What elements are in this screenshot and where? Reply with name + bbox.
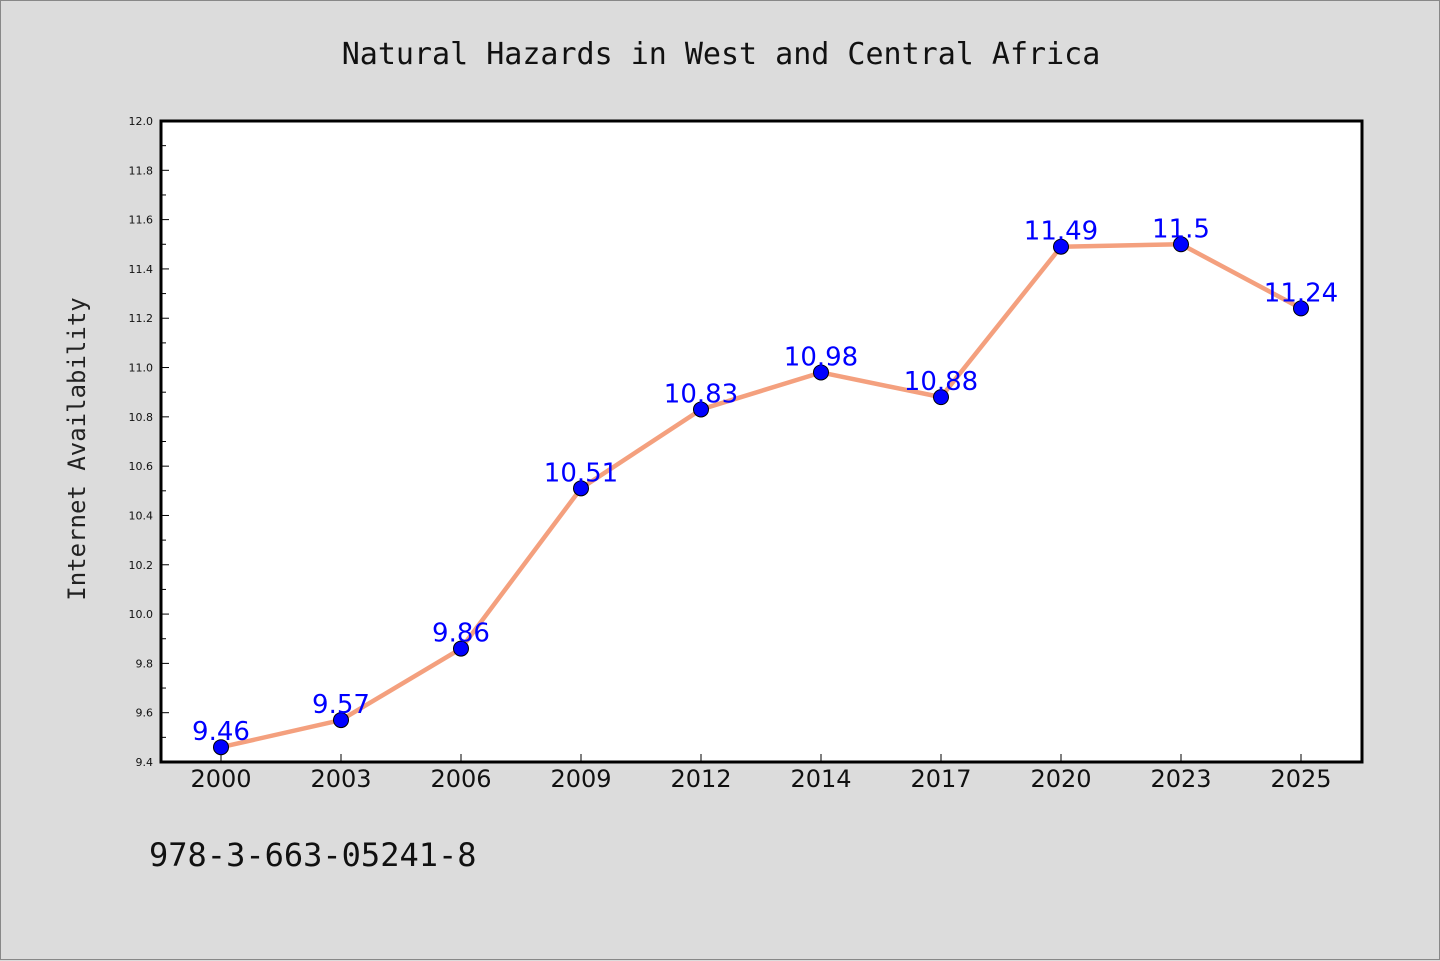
data-point	[933, 389, 949, 406]
x-tick-label: 2020	[1030, 765, 1091, 793]
x-tick-label: 2009	[550, 765, 611, 793]
y-axis-label: Internet Availability	[63, 297, 91, 600]
x-tick-label: 2023	[1150, 765, 1211, 793]
data-label: 9.46	[192, 717, 250, 747]
y-tick-label: 10.4	[129, 509, 154, 522]
y-tick-label: 11.6	[129, 214, 154, 227]
x-tick-label: 2014	[790, 765, 851, 793]
y-tick-label: 11.4	[129, 263, 154, 276]
data-point	[693, 401, 709, 418]
y-tick-label: 11.0	[129, 362, 154, 375]
y-tick-label: 10.8	[129, 411, 154, 424]
data-label: 10.83	[664, 379, 738, 409]
y-tick-label: 11.2	[129, 312, 154, 325]
x-tick-label: 2025	[1270, 765, 1331, 793]
y-tick-label: 9.4	[136, 756, 154, 769]
data-point	[333, 712, 349, 729]
y-tick-label: 10.6	[129, 460, 154, 473]
data-label: 11.5	[1152, 214, 1210, 244]
data-label: 10.88	[904, 367, 978, 397]
y-tick-label: 10.0	[129, 608, 154, 621]
data-point	[813, 364, 829, 381]
data-label: 11.49	[1024, 217, 1098, 247]
y-tick-label: 10.2	[129, 559, 154, 572]
data-point	[573, 480, 589, 497]
y-tick-label: 11.8	[129, 164, 154, 177]
x-tick-label: 2006	[430, 765, 491, 793]
series-layer: 9.46 9.57 9.86 10.51 10.83 10.98 10.88 11.49 11.…	[192, 214, 1338, 756]
data-point	[453, 640, 469, 657]
y-axis: 9.4 9.6 9.8 10.0 10.2 10.4 10.6 10.8 11.0 11.2 11.…	[129, 115, 169, 769]
plot-area	[159, 119, 1364, 764]
data-label: 9.86	[432, 619, 490, 649]
x-tick-label: 2003	[310, 765, 371, 793]
data-label: 10.98	[784, 342, 858, 372]
x-tick-label: 2000	[190, 765, 251, 793]
series-line	[220, 242, 1303, 750]
x-axis: 2000 2003 2006 2009 2012 2014 2017 2020 2023 2025	[190, 754, 1332, 793]
y-tick-label: 9.6	[136, 707, 154, 720]
y-tick-label: 12.0	[129, 115, 154, 128]
data-label: 9.57	[312, 690, 370, 720]
chart-title: Natural Hazards in West and Central Afri…	[342, 37, 1101, 72]
x-tick-label: 2017	[910, 765, 971, 793]
data-label: 11.24	[1264, 278, 1338, 308]
data-point	[1173, 236, 1189, 253]
y-tick-label: 9.8	[136, 657, 154, 670]
data-point	[1293, 300, 1309, 317]
x-tick-label: 2012	[670, 765, 731, 793]
data-label: 10.51	[544, 458, 618, 488]
footer-note: 978-3-663-05241-8	[149, 836, 477, 874]
data-point	[213, 739, 229, 756]
data-point	[1053, 238, 1069, 255]
